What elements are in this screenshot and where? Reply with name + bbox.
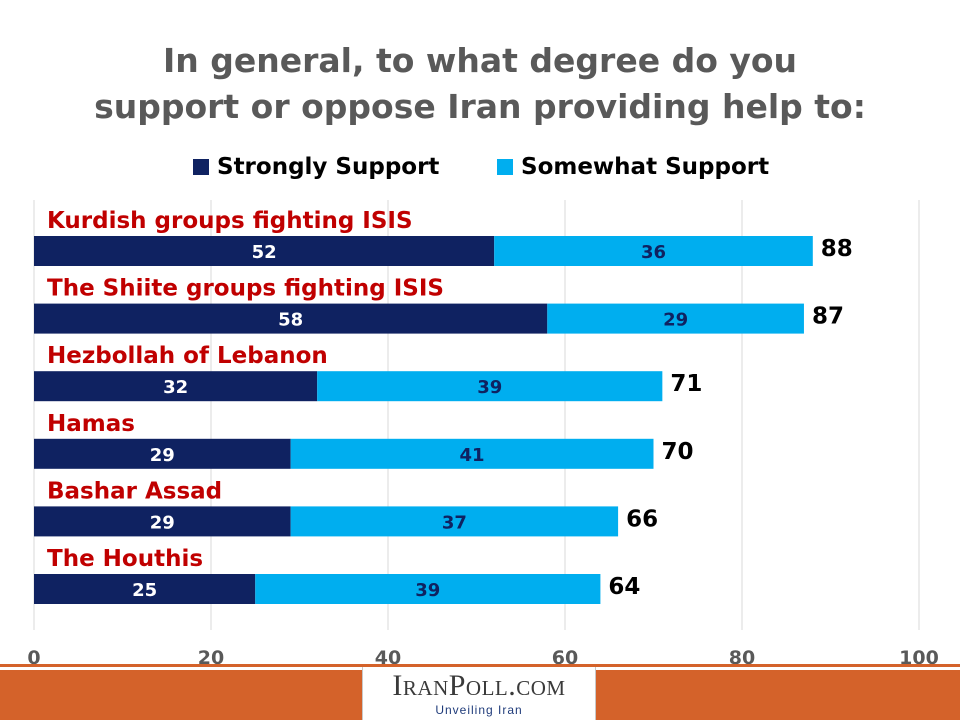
data-label-strongly-support: 52 [252, 242, 277, 263]
bar-somewhat-support [290, 506, 619, 537]
logo-tagline: Unveiling Iran [435, 703, 523, 717]
logo-name: IranPoll.com [392, 669, 566, 702]
data-label-somewhat-support: 36 [641, 242, 666, 263]
category-label: Bashar Assad [47, 478, 222, 504]
total-label: 64 [608, 574, 640, 600]
footer-line [0, 664, 960, 667]
data-label-strongly-support: 25 [132, 580, 157, 601]
bar-strongly-support [34, 303, 548, 334]
category-label: The Houthis [47, 546, 203, 572]
total-label: 66 [626, 506, 658, 532]
chart-legend: Strongly Support Somewhat Support [0, 154, 960, 186]
x-tick-label-60: 60 [552, 647, 578, 669]
bar-strongly-support [34, 574, 256, 604]
chart-title: In general, to what degree do you suppor… [0, 38, 960, 130]
category-label: Hamas [47, 411, 135, 437]
x-tick-label-100: 100 [899, 647, 939, 669]
bar-chart: 0 20 40 60 80 100 Kurdish groups fighting ISIS… [27, 200, 939, 669]
bar-strongly-support [34, 438, 291, 469]
bar-strongly-support [34, 371, 318, 402]
bar-strongly-support [34, 236, 495, 266]
bar-strongly-support [34, 506, 291, 537]
chart-title-line-2: support or oppose Iran providing help to… [94, 87, 866, 126]
bar-somewhat-support [547, 303, 804, 334]
total-label: 71 [670, 371, 702, 397]
total-label: 87 [812, 304, 844, 330]
legend-label-strong: Strongly Support [217, 154, 440, 180]
category-label: Hezbollah of Lebanon [47, 343, 328, 369]
data-label-somewhat-support: 29 [663, 310, 688, 331]
bar-somewhat-support [290, 438, 654, 469]
total-label: 88 [821, 236, 853, 262]
legend-swatch-strong [193, 159, 209, 175]
legend-label-somewhat: Somewhat Support [521, 154, 770, 180]
category-label: Kurdish groups fighting ISIS [47, 208, 413, 234]
x-tick-label-80: 80 [729, 647, 755, 669]
bar-somewhat-support [494, 236, 813, 266]
data-label-somewhat-support: 39 [477, 377, 502, 398]
legend-item-strong: Strongly Support [193, 154, 439, 180]
legend-item-somewhat: Somewhat Support [497, 154, 769, 180]
x-tick-label-40: 40 [375, 647, 401, 669]
data-label-strongly-support: 29 [150, 445, 175, 466]
data-label-strongly-support: 58 [278, 310, 303, 331]
legend-swatch-somewhat [497, 159, 513, 175]
iranpoll-logo: IranPoll.com Unveiling Iran [362, 667, 596, 720]
total-label: 70 [662, 439, 694, 465]
data-label-strongly-support: 29 [150, 512, 175, 533]
data-label-somewhat-support: 39 [415, 580, 440, 601]
category-label: The Shiite groups fighting ISIS [47, 276, 444, 302]
data-label-somewhat-support: 41 [460, 445, 485, 466]
x-tick-label-0: 0 [27, 647, 40, 669]
chart-title-line-1: In general, to what degree do you [162, 41, 798, 80]
data-label-strongly-support: 32 [163, 377, 188, 398]
data-label-somewhat-support: 37 [442, 512, 467, 533]
bar-somewhat-support [255, 574, 601, 604]
x-tick-label-20: 20 [198, 647, 224, 669]
bar-somewhat-support [317, 371, 663, 402]
